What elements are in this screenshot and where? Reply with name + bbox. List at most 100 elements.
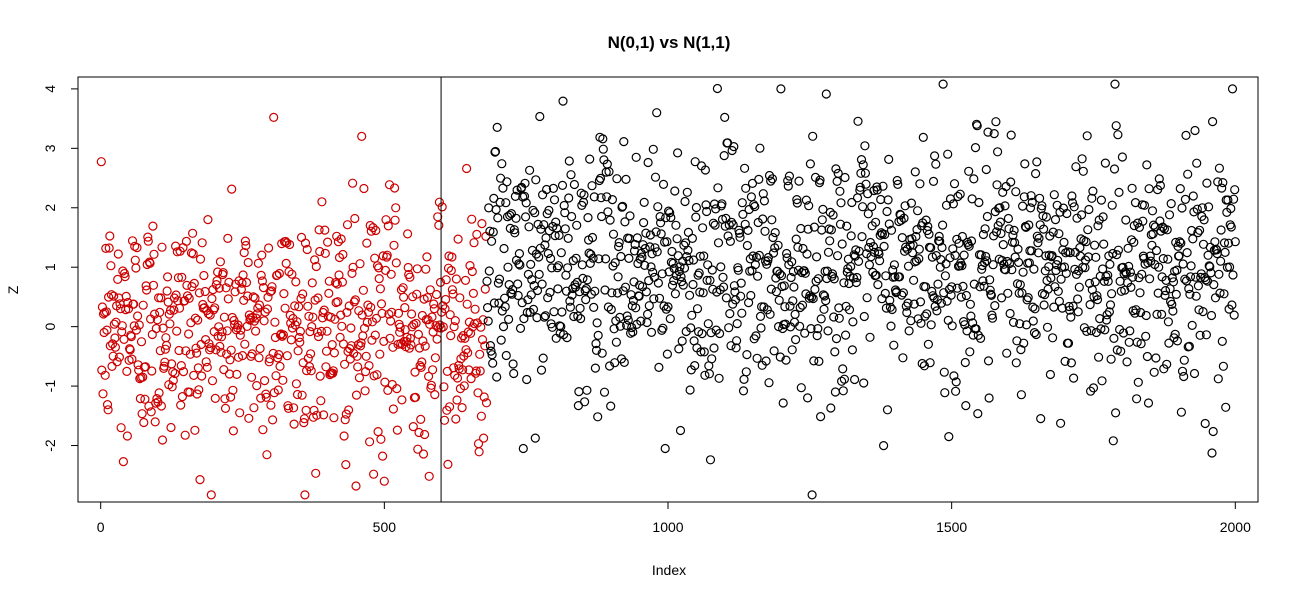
point-s1-1170 (759, 196, 770, 206)
point-s1-1908 (1178, 259, 1188, 269)
point-s1-1623 (1016, 390, 1027, 400)
point-s0-364 (302, 244, 312, 255)
point-s0-297 (264, 357, 274, 367)
point-s1-1163 (755, 311, 766, 321)
point-s1-1346 (859, 311, 869, 322)
point-s1-1103 (721, 293, 732, 303)
point-s1-1877 (1160, 286, 1171, 296)
point-s1-1764 (1096, 195, 1107, 205)
point-s1-1942 (1197, 203, 1208, 213)
point-s1-1950 (1202, 178, 1212, 188)
point-s0-578 (424, 371, 434, 381)
point-s1-1283 (823, 247, 834, 257)
point-s1-805 (552, 263, 563, 273)
point-s1-1034 (682, 187, 692, 197)
point-s1-1785 (1108, 436, 1118, 446)
point-s1-1248 (804, 201, 814, 211)
point-s1-1706 (1063, 338, 1074, 348)
point-s1-886 (598, 144, 608, 154)
point-s1-1016 (672, 234, 682, 244)
point-s0-501 (380, 377, 390, 387)
point-s1-1960 (1207, 116, 1218, 127)
point-s0-492 (375, 349, 385, 359)
point-s1-857 (582, 385, 592, 395)
point-s1-701 (493, 278, 503, 288)
point-s0-648 (463, 327, 473, 337)
point-s1-992 (658, 179, 669, 189)
point-s0-58 (129, 299, 139, 309)
point-s0-508 (384, 309, 394, 319)
point-s1-1975 (1216, 225, 1226, 235)
point-s1-1655 (1034, 193, 1045, 203)
point-s1-1129 (736, 278, 746, 288)
point-s1-1443 (914, 244, 924, 254)
point-s0-340 (289, 403, 299, 413)
point-s0-92 (148, 221, 158, 231)
point-s1-1484 (937, 220, 948, 230)
point-s1-868 (588, 253, 598, 263)
point-s1-785 (541, 233, 551, 243)
point-s1-1551 (975, 333, 986, 343)
point-s1-951 (635, 254, 645, 264)
point-s1-1719 (1071, 162, 1081, 172)
point-s0-197 (207, 376, 218, 386)
point-s1-758 (526, 259, 536, 269)
point-s1-1756 (1092, 291, 1102, 301)
point-s1-750 (521, 198, 531, 208)
point-s1-1663 (1039, 300, 1049, 310)
point-s1-1220 (788, 296, 798, 306)
point-s1-1679 (1048, 227, 1058, 237)
point-s1-1183 (767, 215, 777, 225)
point-s1-1721 (1072, 213, 1082, 223)
point-s0-556 (411, 318, 421, 328)
point-s0-633 (455, 293, 465, 303)
point-s1-1811 (1123, 243, 1133, 253)
point-s0-542 (403, 262, 413, 273)
point-s1-784 (540, 311, 551, 321)
point-s1-1637 (1024, 258, 1035, 268)
point-s1-1873 (1158, 254, 1168, 264)
point-s0-188 (202, 362, 212, 372)
point-s1-1558 (979, 257, 990, 268)
point-s1-1883 (1164, 338, 1174, 348)
point-s0-674 (478, 315, 488, 325)
point-s1-852 (579, 190, 589, 200)
point-s0-397 (321, 362, 331, 372)
point-s1-1207 (780, 319, 791, 329)
point-s0-673 (477, 335, 488, 345)
point-s1-973 (648, 267, 658, 277)
point-s1-1504 (949, 371, 959, 381)
point-s1-1254 (807, 490, 817, 500)
point-s1-715 (501, 350, 511, 361)
point-s1-1703 (1062, 208, 1072, 219)
point-s0-290 (260, 307, 270, 317)
point-s1-1854 (1147, 206, 1158, 216)
x-tick-label: 0 (97, 519, 105, 535)
point-s0-146 (178, 367, 189, 377)
point-s0-307 (270, 317, 280, 327)
point-s1-1093 (716, 262, 726, 272)
point-s1-1184 (767, 174, 778, 184)
point-s0-606 (439, 415, 450, 425)
point-s1-1022 (675, 425, 686, 436)
point-s1-1381 (879, 241, 889, 251)
point-s1-1888 (1167, 299, 1177, 309)
point-s1-1790 (1111, 121, 1121, 131)
point-s1-1115 (728, 220, 738, 230)
point-s1-974 (648, 144, 658, 154)
point-s1-894 (603, 207, 613, 217)
point-s1-1575 (989, 129, 999, 139)
point-s1-760 (527, 275, 537, 285)
point-s1-704 (495, 197, 505, 207)
point-s1-1323 (846, 231, 856, 241)
point-s1-1006 (666, 257, 677, 267)
point-s1-1448 (917, 358, 927, 369)
point-s1-873 (591, 339, 601, 349)
point-s1-1233 (795, 302, 805, 313)
point-s0-423 (336, 310, 346, 320)
point-s1-1635 (1023, 293, 1033, 303)
point-s0-158 (185, 349, 195, 359)
point-s0-488 (372, 261, 383, 271)
point-s0-199 (209, 305, 219, 315)
